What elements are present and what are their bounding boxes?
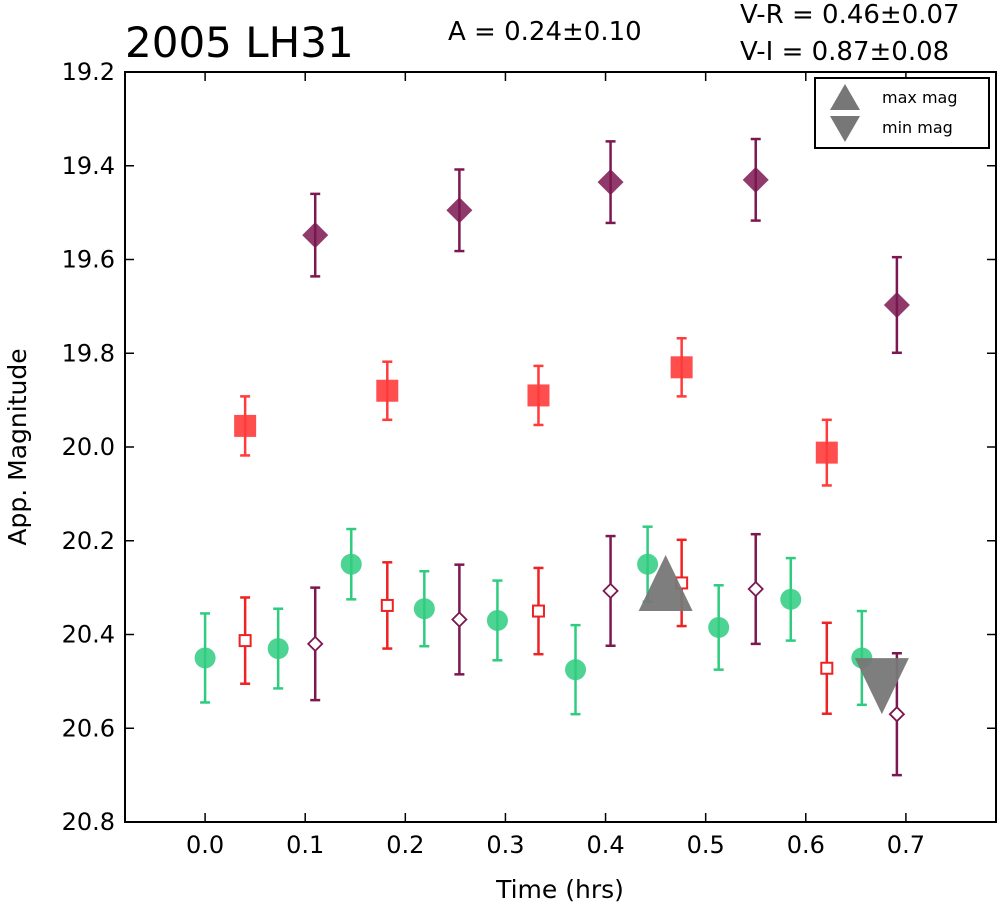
- color-vi-annotation: V-I = 0.87±0.08: [740, 37, 949, 67]
- data-point: [602, 582, 619, 600]
- x-tick-label: 0.5: [687, 831, 725, 859]
- data-point: [340, 553, 362, 575]
- data-point: [565, 659, 587, 681]
- legend-min-mag-label: min mag: [882, 118, 953, 137]
- x-axis-label: Time (hrs): [495, 875, 624, 904]
- legend-min-mag-marker: [830, 116, 860, 142]
- data-point: [670, 356, 693, 379]
- y-tick-label: 19.2: [62, 58, 115, 86]
- y-tick-label: 20.4: [62, 621, 115, 649]
- y-tick-label: 20.2: [62, 527, 115, 555]
- legend-max-mag-marker: [830, 84, 860, 110]
- series-layer: [194, 137, 910, 777]
- data-point: [742, 166, 769, 193]
- x-tick-label: 0.0: [186, 831, 224, 859]
- data-point: [306, 635, 324, 653]
- x-tick-label: 0.1: [286, 831, 324, 859]
- legend-max-mag-label: max mag: [882, 88, 958, 107]
- amplitude-annotation: A = 0.24±0.10: [448, 17, 642, 47]
- data-point: [238, 634, 252, 648]
- data-point: [531, 604, 545, 618]
- series-v_filter: [194, 525, 873, 716]
- chart-title: 2005 LH31: [125, 18, 354, 67]
- series-i_filter_open: [306, 532, 906, 777]
- data-point: [888, 705, 906, 723]
- data-point: [747, 580, 764, 598]
- y-tick-label: 20.0: [62, 433, 115, 461]
- data-point: [302, 222, 329, 249]
- data-point: [708, 616, 730, 638]
- y-tick-label: 19.8: [62, 339, 115, 367]
- data-point: [446, 197, 473, 224]
- series-r_filter_filled: [234, 337, 838, 487]
- data-point: [815, 441, 838, 464]
- y-tick-label: 19.4: [62, 152, 115, 180]
- color-vr-annotation: V-R = 0.46±0.07: [740, 0, 960, 30]
- min-mag-marker: [854, 658, 909, 715]
- y-tick-label: 19.6: [62, 246, 115, 274]
- data-point: [527, 384, 550, 407]
- legend: max mag min mag: [814, 77, 990, 149]
- data-point: [380, 598, 394, 612]
- series-r_filter_open: [238, 538, 834, 715]
- y-tick-label: 20.6: [62, 714, 115, 742]
- data-point: [376, 379, 399, 402]
- x-tick-label: 0.4: [586, 831, 624, 859]
- data-point: [486, 609, 508, 631]
- x-tick-label: 0.6: [787, 831, 825, 859]
- data-point: [451, 611, 468, 628]
- x-tick-label: 0.7: [887, 831, 925, 859]
- series-i_filter_filled: [302, 137, 910, 355]
- data-point: [413, 598, 435, 620]
- extrema-layer: [638, 554, 909, 715]
- y-axis-label: App. Magnitude: [3, 348, 32, 545]
- x-tick-label: 0.3: [486, 831, 524, 859]
- plot-frame: [124, 71, 997, 823]
- data-point: [597, 169, 624, 196]
- data-point: [883, 291, 910, 318]
- data-point: [780, 588, 802, 610]
- data-point: [820, 661, 834, 675]
- data-point: [267, 638, 289, 660]
- max-mag-marker: [638, 554, 693, 611]
- y-axis: 19.2 19.4 19.6 19.8 20.0 20.2 20.4 20.6 20.8: [62, 58, 996, 836]
- y-tick-label: 20.8: [62, 808, 115, 836]
- data-point: [637, 553, 659, 575]
- data-point: [194, 647, 216, 669]
- data-point: [234, 414, 257, 437]
- x-axis: 0.0 0.1 0.2 0.3 0.4 0.5 0.6 0.7: [186, 72, 925, 859]
- x-tick-label: 0.2: [386, 831, 424, 859]
